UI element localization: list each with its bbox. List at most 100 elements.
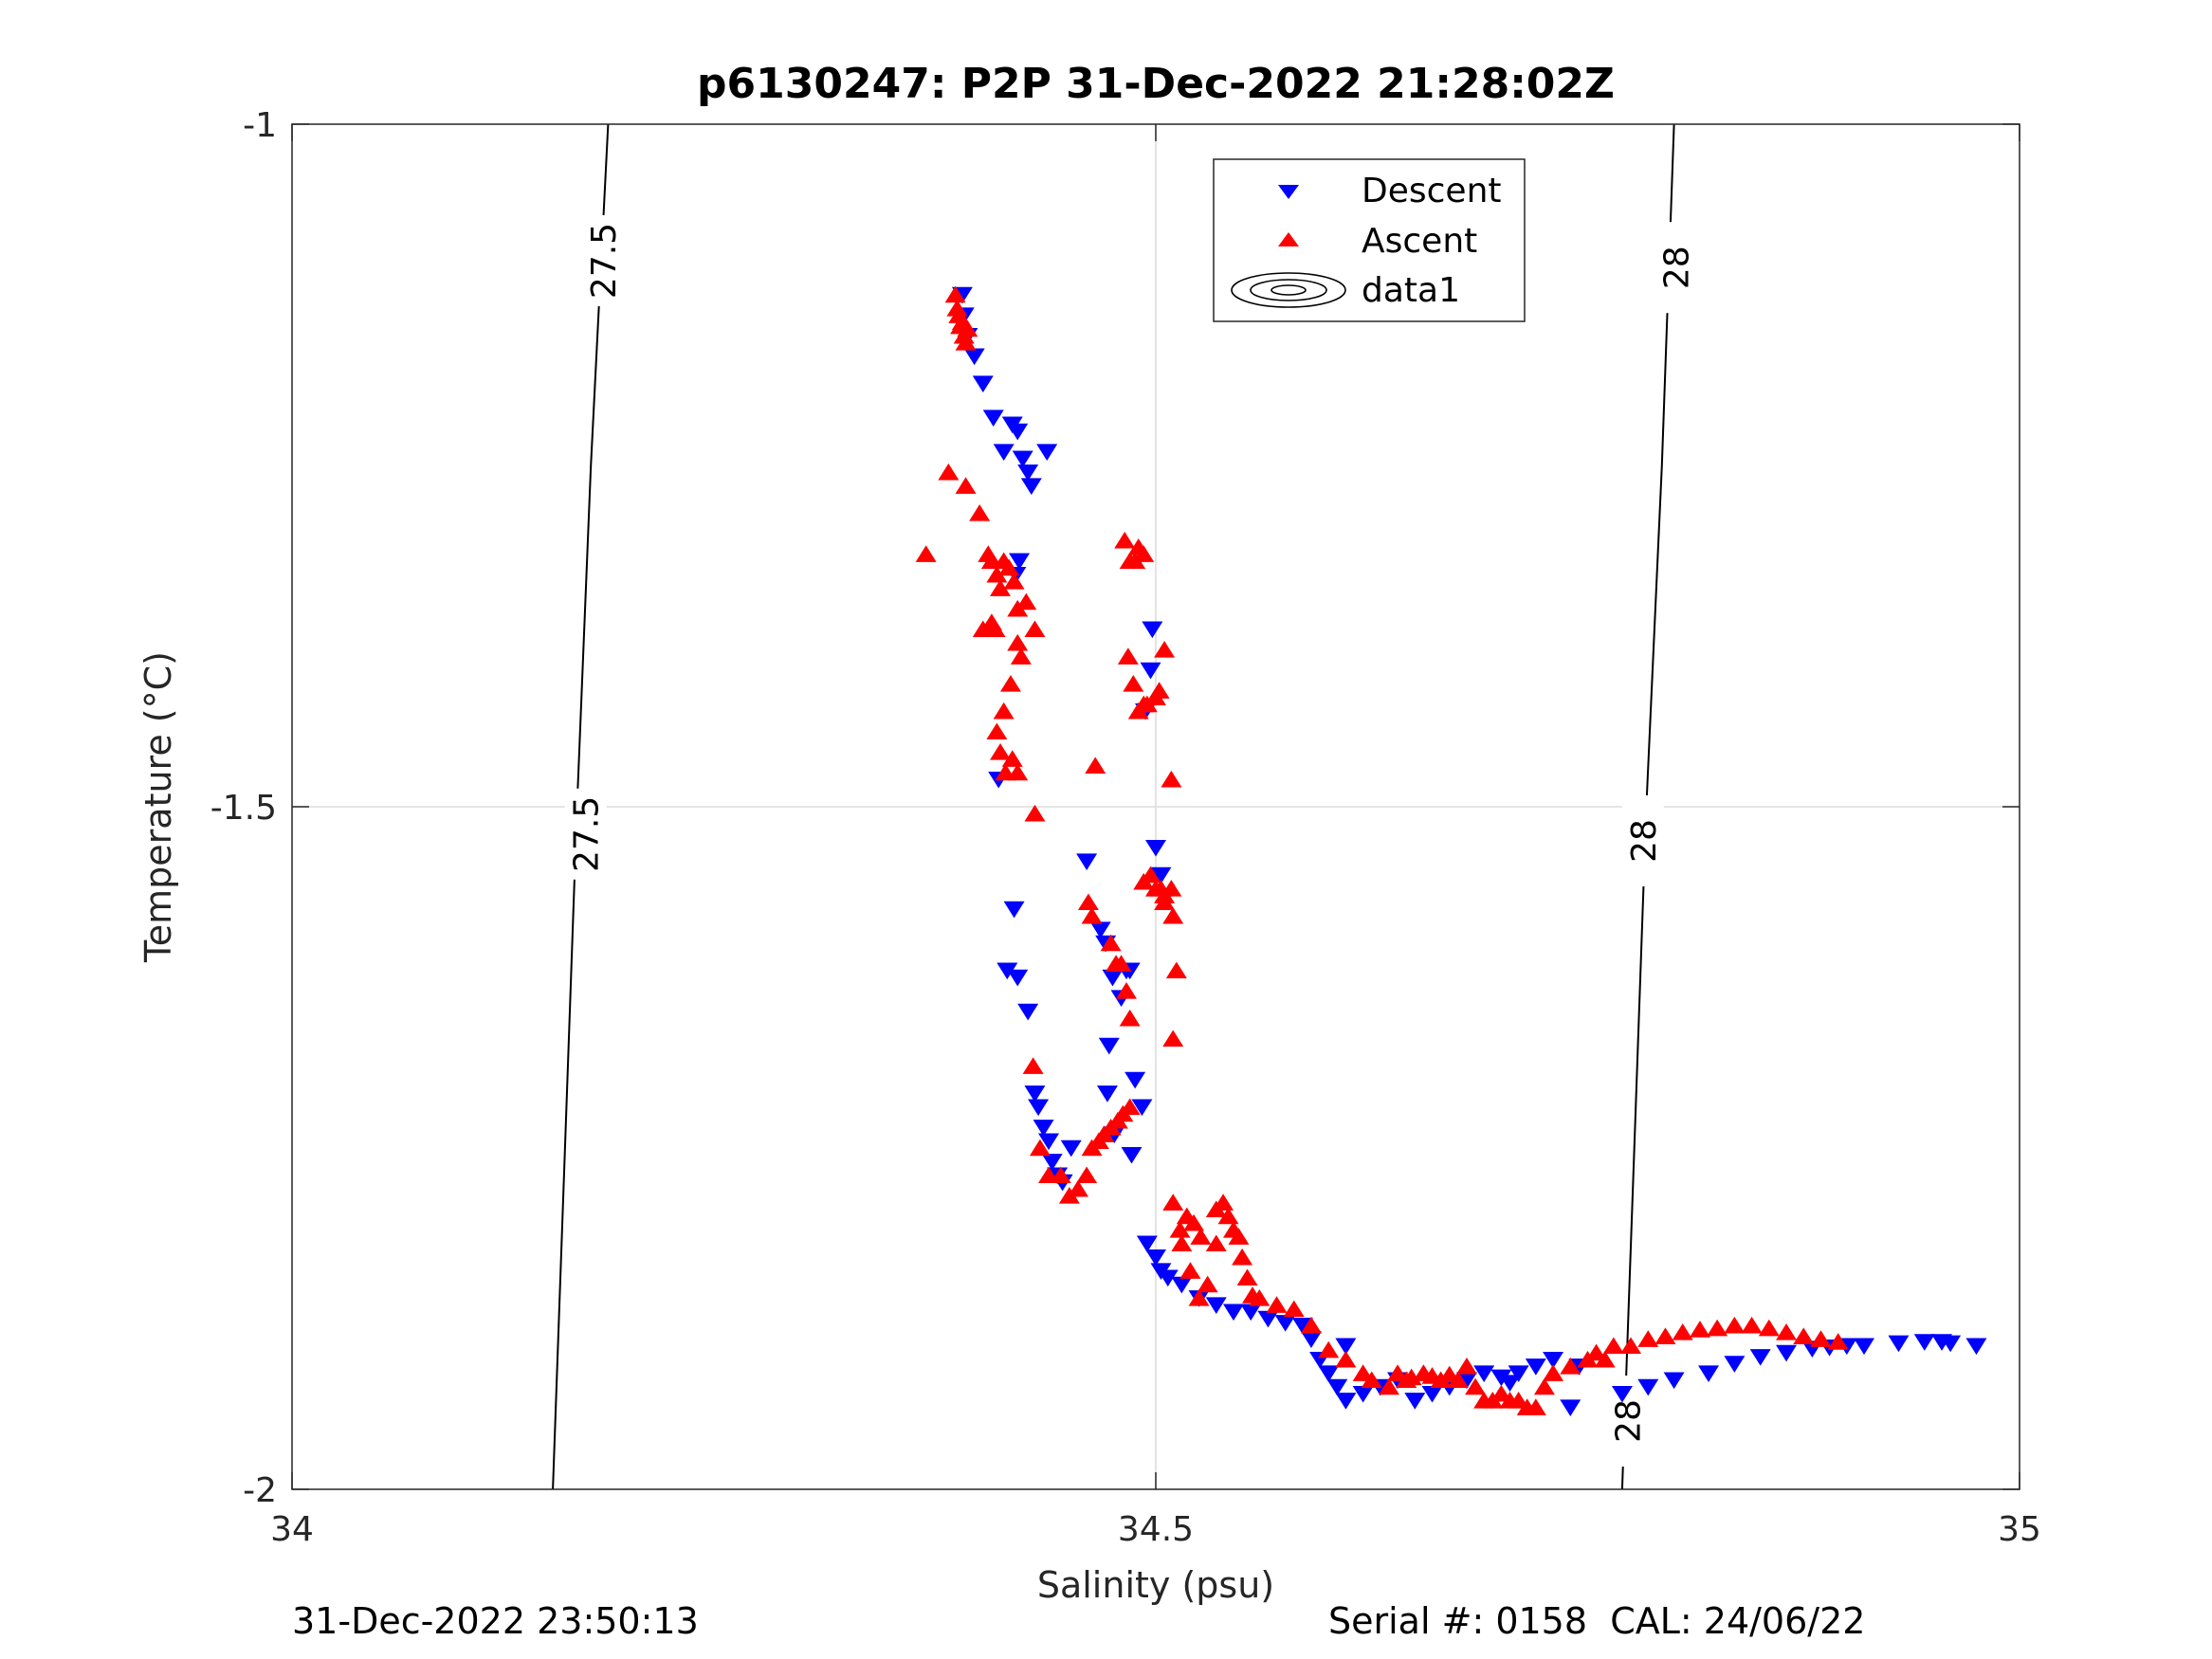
ascent-point: [1560, 1358, 1581, 1375]
legend-box: [1213, 158, 1526, 322]
ascent-point: [1447, 1371, 1469, 1389]
ascent-point: [993, 702, 1015, 720]
contour-label: 27.5: [585, 223, 624, 299]
ascent-point: [1077, 893, 1099, 911]
descent-point: [1560, 1399, 1581, 1416]
descent-point: [1508, 1365, 1529, 1382]
descent-point: [1076, 853, 1098, 870]
ascent-point: [1161, 770, 1182, 788]
x-tick-label: 34: [270, 1510, 314, 1549]
descent-point: [1028, 1099, 1050, 1117]
descent-point: [1749, 1349, 1771, 1366]
ascent-point: [1003, 573, 1025, 590]
descent-point: [1352, 1385, 1374, 1403]
descent-point: [1171, 1276, 1193, 1294]
ascent-point: [1361, 1371, 1382, 1389]
ascent-point: [1154, 641, 1176, 658]
descent-point: [1473, 1365, 1495, 1382]
x-axis-label: Salinity (psu): [1037, 1564, 1274, 1606]
descent-point: [1003, 901, 1025, 919]
descent-point: [1017, 1003, 1039, 1021]
descent-point: [1024, 1085, 1046, 1103]
ascent-point: [990, 579, 1012, 596]
ascent-point: [1068, 1179, 1089, 1197]
descent-point: [1007, 423, 1029, 441]
ascent-point: [1400, 1368, 1422, 1386]
ascent-point: [1672, 1323, 1693, 1340]
ascent-point: [1001, 750, 1023, 767]
descent-point: [1404, 1393, 1426, 1410]
descent-point: [1913, 1334, 1935, 1351]
descent-point: [1020, 478, 1042, 495]
x-tick-label: 35: [1998, 1510, 2041, 1549]
ascent-point: [1758, 1319, 1780, 1337]
ascent-point: [1228, 1228, 1250, 1245]
descent-point: [1698, 1365, 1720, 1382]
ascent-point: [1654, 1327, 1676, 1344]
legend-data1-label: data1: [1362, 271, 1460, 310]
descent-point: [1142, 621, 1163, 639]
descent-point: [1326, 1378, 1348, 1396]
ascent-point: [1438, 1365, 1460, 1383]
ascent-point: [1117, 647, 1139, 665]
ascent-point: [1123, 675, 1144, 692]
ascent-point: [944, 285, 966, 303]
descent-point: [1854, 1338, 1875, 1356]
y-tick-label: -1.5: [210, 789, 277, 828]
ascent-point: [990, 743, 1012, 760]
ascent-point: [1776, 1323, 1798, 1340]
descent-point: [1033, 1120, 1054, 1137]
y-axis-label: Temperature (°C): [137, 651, 179, 963]
ascent-point: [1455, 1358, 1477, 1375]
descent-point: [1724, 1356, 1746, 1373]
ascent-point: [915, 545, 937, 562]
ascent-point: [1217, 1207, 1239, 1225]
ascent-point: [1024, 804, 1046, 822]
descent-point: [1089, 921, 1111, 939]
ascent-point: [1637, 1330, 1659, 1347]
ascent-point: [1179, 1262, 1201, 1279]
density-contours: 27.5 27.5 28 28 28: [552, 123, 1697, 1490]
descent-point: [1940, 1335, 1962, 1353]
ascent-point: [1213, 1194, 1234, 1211]
descent-point: [1145, 1249, 1166, 1267]
ascent-point: [1024, 620, 1046, 638]
ascent-point: [1110, 955, 1132, 972]
descent-point: [1157, 1269, 1179, 1287]
descent-point: [1036, 444, 1058, 461]
ascent-point: [1594, 1350, 1616, 1368]
chart-title: p6130247: P2P 31-Dec-2022 21:28:02Z: [697, 60, 1615, 108]
descent-point: [1663, 1372, 1685, 1390]
ascent-point: [1183, 1213, 1205, 1231]
ascent-point: [1007, 633, 1029, 651]
descent-point: [1131, 1099, 1153, 1117]
descent-point: [996, 962, 1018, 980]
descent-point: [1300, 1331, 1322, 1348]
contour-label-bg: [564, 788, 607, 880]
legend-descent-marker: [1278, 185, 1299, 199]
descent-point: [1041, 1154, 1063, 1171]
descent-point: [1121, 1146, 1143, 1164]
ascent-point: [1007, 763, 1029, 781]
ascent-point: [1100, 934, 1122, 952]
ascent-point: [1378, 1377, 1399, 1395]
ascent-point: [1154, 886, 1176, 903]
ascent-point: [1421, 1367, 1443, 1384]
descent-point: [1637, 1378, 1659, 1396]
ascent-point: [1029, 1139, 1051, 1157]
descent-point: [1421, 1385, 1443, 1403]
ascent-point: [1335, 1350, 1357, 1368]
descent-point: [1335, 1393, 1357, 1410]
ascent-point: [969, 504, 991, 521]
ascent-point: [1318, 1340, 1340, 1358]
ascent-series: [915, 285, 1849, 1415]
ascent-point: [1162, 1194, 1184, 1211]
descent-point: [1136, 1235, 1158, 1253]
descent-point: [1150, 866, 1172, 884]
contour-label: 27.5: [568, 796, 607, 872]
ascent-point: [1076, 1166, 1098, 1184]
descent-point: [1888, 1335, 1910, 1353]
axis-ticks: 34 34.5 35 -2 -1.5 -1: [210, 106, 2041, 1549]
ascent-point: [1724, 1316, 1746, 1334]
contour-label-bg: [1654, 222, 1697, 314]
